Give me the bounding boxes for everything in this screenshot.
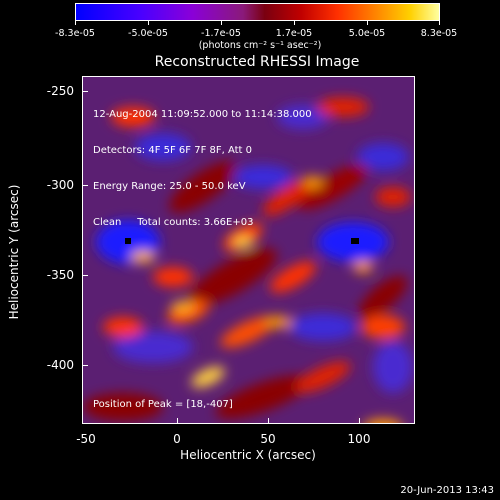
timestamp: 20-Jun-2013 13:43 bbox=[400, 485, 494, 496]
y-tick: -400 bbox=[46, 358, 74, 372]
x-tick: 100 bbox=[347, 432, 371, 446]
x-tick: 50 bbox=[260, 432, 276, 446]
colorbar-tick: -1.7e-05 bbox=[201, 28, 241, 39]
colorbar-tick: 1.7e-05 bbox=[275, 28, 313, 39]
reconstructed-image bbox=[83, 77, 414, 423]
detectors: Detectors: 4F 5F 6F 7F 8F, Att 0 bbox=[93, 145, 253, 156]
plot-title: Reconstructed RHESSI Image bbox=[154, 54, 360, 70]
x-axis-label: Heliocentric X (arcsec) bbox=[180, 448, 316, 462]
y-tick: -250 bbox=[46, 84, 74, 98]
colorbar-tick: 5.0e-05 bbox=[348, 28, 386, 39]
y-tick: -350 bbox=[46, 268, 74, 282]
image-panel[interactable]: 12-Aug-2004 11:09:52.000 to 11:14:38.000… bbox=[82, 76, 415, 424]
colorbar-tick: -5.0e-05 bbox=[128, 28, 168, 39]
time-range: 12-Aug-2004 11:09:52.000 to 11:14:38.000 bbox=[93, 109, 312, 120]
observation-info: 12-Aug-2004 11:09:52.000 to 11:14:38.000… bbox=[93, 85, 312, 253]
y-tick: -300 bbox=[46, 178, 74, 192]
x-tick: -50 bbox=[76, 432, 96, 446]
energy-range: Energy Range: 25.0 - 50.0 keV bbox=[93, 181, 246, 192]
x-tick: 0 bbox=[173, 432, 181, 446]
y-axis-label: Heliocentric Y (arcsec) bbox=[7, 184, 21, 320]
colorbar-units: (photons cm⁻² s⁻¹ asec⁻²) bbox=[198, 40, 322, 51]
colorbar-tick: 8.3e-05 bbox=[420, 28, 458, 39]
colorbar-tick: -8.3e-05 bbox=[55, 28, 95, 39]
peak-position: Position of Peak = [18,-407] bbox=[93, 399, 233, 410]
colorbar bbox=[75, 3, 440, 21]
clean-method: Clean Total counts: 3.66E+03 bbox=[93, 217, 254, 228]
